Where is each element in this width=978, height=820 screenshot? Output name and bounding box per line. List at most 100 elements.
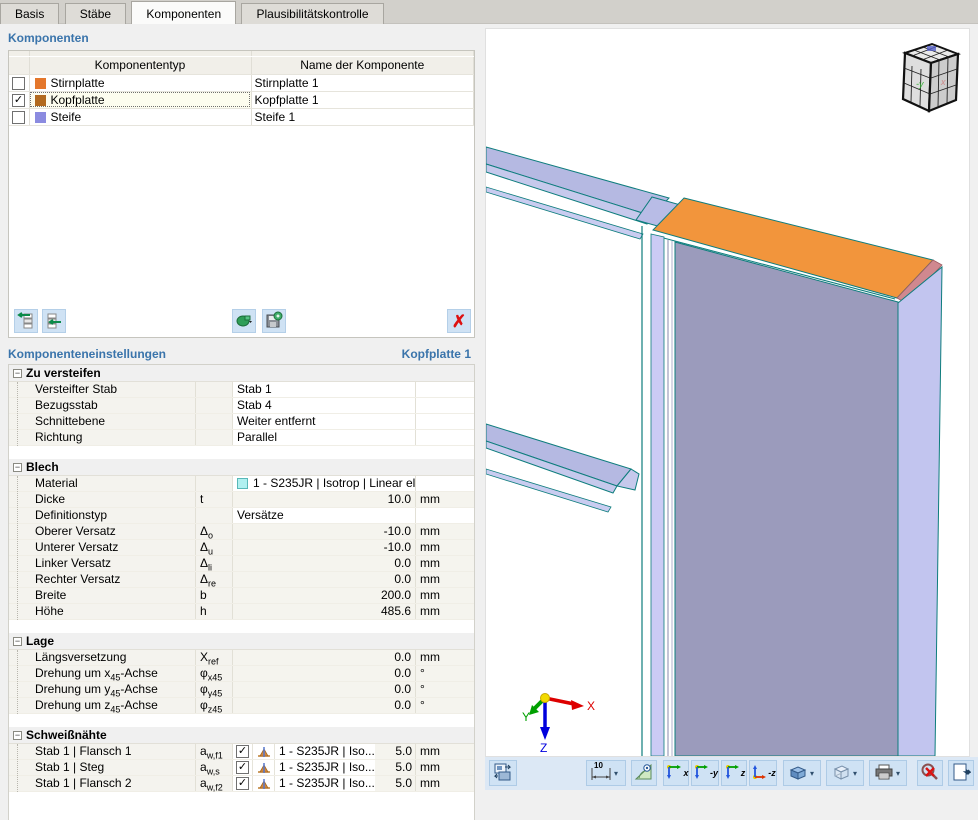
table-row-kopfplatte[interactable]: ✓ Kopfplatte Kopfplatte 1 <box>9 91 474 109</box>
tab-staebe[interactable]: Stäbe <box>64 3 127 24</box>
property-row-versteifter-stab[interactable]: Versteifter Stab Stab 1 <box>9 382 474 398</box>
axis-x-label: X <box>587 699 595 713</box>
section-header-lage[interactable]: − Lage <box>9 633 474 650</box>
cube-face-x-label: x <box>940 77 946 87</box>
section-body: Längsversetzung Xref 0.0 mm Drehung um x… <box>9 650 474 714</box>
save-template-button[interactable] <box>262 309 286 333</box>
print-icon <box>874 763 894 784</box>
color-swatch-kopfplatte <box>34 94 46 106</box>
delete-component-button[interactable]: ✗ <box>447 309 471 333</box>
collapse-icon[interactable]: − <box>13 367 22 378</box>
components-panel: Komponenten Komponententyp Name der Komp… <box>4 28 476 820</box>
weld-icon <box>253 744 275 759</box>
property-row-breite[interactable]: Breite b 200.0 mm <box>9 588 474 604</box>
property-row-oberer-versatz[interactable]: Oberer Versatz Δo -10.0 mm <box>9 524 474 540</box>
view-minus-z-icon <box>750 763 768 784</box>
property-row-schnittebene[interactable]: Schnittebene Weiter entfernt <box>9 414 474 430</box>
add-component-button[interactable] <box>14 309 38 333</box>
property-row-weld-steg[interactable]: Stab 1 | Steg aw,s ✓ 1 - S235JR | Iso...… <box>9 760 474 776</box>
view-minus-y-icon <box>692 763 710 784</box>
view-minus-z-button[interactable]: -z <box>749 760 777 786</box>
weld-thickness[interactable]: 5.0 <box>375 776 415 791</box>
panel-toggle-button[interactable] <box>948 760 974 786</box>
apply-template-button[interactable] <box>232 309 256 333</box>
component-name-label: Kopfplatte 1 <box>251 91 474 109</box>
weld-material[interactable]: 1 - S235JR | Iso... <box>279 744 375 758</box>
weld-material[interactable]: 1 - S235JR | Iso... <box>279 760 375 774</box>
property-row-laengsversetzung[interactable]: Längsversetzung Xref 0.0 mm <box>9 650 474 666</box>
property-row-weld-flansch1[interactable]: Stab 1 | Flansch 1 aw,f1 ✓ 1 - S235JR | … <box>9 744 474 760</box>
component-name-label: Stirnplatte 1 <box>251 74 474 92</box>
tab-bar: Basis Stäbe Komponenten Plausibilitätsko… <box>0 0 978 24</box>
checkbox-stirnplatte[interactable] <box>12 76 25 90</box>
apply-template-icon <box>235 311 253 332</box>
work-plane-button[interactable] <box>631 760 657 786</box>
view-z-icon <box>723 763 741 784</box>
3d-viewport[interactable]: -y x X Y Z <box>485 28 970 757</box>
chevron-down-icon[interactable]: ▾ <box>614 768 619 778</box>
delete-icon: ✗ <box>451 311 467 331</box>
weld-thickness[interactable]: 5.0 <box>375 760 415 775</box>
tab-basis[interactable]: Basis <box>0 3 60 24</box>
solid-display-button[interactable]: ▾ <box>783 760 821 786</box>
weld-checkbox[interactable]: ✓ <box>236 745 249 758</box>
save-template-icon <box>265 311 283 332</box>
property-row-hoehe[interactable]: Höhe h 485.6 mm <box>9 604 474 620</box>
material-color-swatch <box>237 478 248 490</box>
panel-toggle-icon <box>951 762 972 785</box>
weld-icon <box>253 776 275 791</box>
section-header-zu-versteifen[interactable]: − Zu versteifen <box>9 365 474 382</box>
checkbox-kopfplatte[interactable]: ✓ <box>12 93 25 107</box>
property-row-bezugsstab[interactable]: Bezugsstab Stab 4 <box>9 398 474 414</box>
section-header-blech[interactable]: − Blech <box>9 459 474 476</box>
print-button[interactable]: ▾ <box>869 760 907 786</box>
view-minus-y-button[interactable]: -y <box>691 760 719 786</box>
weld-thickness[interactable]: 5.0 <box>375 744 415 759</box>
tab-plausibilitaetskontrolle[interactable]: Plausibilitätskontrolle <box>241 3 384 24</box>
section-title: Schweißnähte <box>26 728 107 742</box>
property-row-rechter-versatz[interactable]: Rechter Versatz Δre 0.0 mm <box>9 572 474 588</box>
chevron-down-icon[interactable]: ▾ <box>852 768 857 778</box>
section-title: Blech <box>26 460 59 474</box>
render-mode-button[interactable] <box>489 760 517 786</box>
weld-material[interactable]: 1 - S235JR | Iso... <box>279 776 375 790</box>
collapse-icon[interactable]: − <box>13 461 22 472</box>
view-x-button[interactable]: x <box>663 760 689 786</box>
property-row-material[interactable]: Material 1 - S235JR | Isotrop | Linear e… <box>9 476 474 492</box>
viewport-toolbar: 10 ▾ x -y z -z ▾ ▾ <box>485 757 978 790</box>
weld-checkbox[interactable]: ✓ <box>236 777 249 790</box>
property-row-drehung-x45[interactable]: Drehung um x45-Achse φx45 0.0 ° <box>9 666 474 682</box>
settings-property-grid: − Zu versteifen Versteifter Stab Stab 1 … <box>8 364 475 820</box>
add-component-icon <box>17 311 35 332</box>
property-row-linker-versatz[interactable]: Linker Versatz Δli 0.0 mm <box>9 556 474 572</box>
view-z-button[interactable]: z <box>721 760 747 786</box>
section-header-schweissnaehte[interactable]: − Schweißnähte <box>9 727 474 744</box>
weld-checkbox[interactable]: ✓ <box>236 761 249 774</box>
property-row-richtung[interactable]: Richtung Parallel <box>9 430 474 446</box>
property-row-dicke[interactable]: Dicke t 10.0 mm <box>9 492 474 508</box>
wireframe-box-button[interactable]: ▾ <box>826 760 864 786</box>
solid-display-icon <box>788 763 808 784</box>
remove-component-button[interactable] <box>42 309 66 333</box>
property-row-weld-flansch2[interactable]: Stab 1 | Flansch 2 aw,f2 ✓ 1 - S235JR | … <box>9 776 474 792</box>
collapse-icon[interactable]: − <box>13 729 22 740</box>
section-body: Stab 1 | Flansch 1 aw,f1 ✓ 1 - S235JR | … <box>9 744 474 792</box>
chevron-down-icon[interactable]: ▾ <box>809 768 814 778</box>
table-row-stirnplatte[interactable]: Stirnplatte Stirnplatte 1 <box>9 74 474 92</box>
navigation-cube[interactable]: -y x <box>901 42 961 113</box>
collapse-icon[interactable]: − <box>13 635 22 646</box>
chevron-down-icon[interactable]: ▾ <box>895 768 900 778</box>
tab-komponenten[interactable]: Komponenten <box>131 1 237 24</box>
property-row-drehung-y45[interactable]: Drehung um y45-Achse φy45 0.0 ° <box>9 682 474 698</box>
section-body: Versteifter Stab Stab 1 Bezugsstab Stab … <box>9 382 474 446</box>
checkbox-steife[interactable] <box>12 110 25 124</box>
table-row-steife[interactable]: Steife Steife 1 <box>9 108 474 126</box>
section-body: Material 1 - S235JR | Isotrop | Linear e… <box>9 476 474 620</box>
dimension-lines-button[interactable]: 10 ▾ <box>586 760 626 786</box>
settings-title: Komponenteneinstellungen <box>8 347 167 361</box>
zoom-cancel-button[interactable] <box>917 760 943 786</box>
property-row-definitionstyp[interactable]: Definitionstyp Versätze <box>9 508 474 524</box>
property-row-unterer-versatz[interactable]: Unterer Versatz Δu -10.0 mm <box>9 540 474 556</box>
property-row-drehung-z45[interactable]: Drehung um z45-Achse φz45 0.0 ° <box>9 698 474 714</box>
remove-component-icon <box>45 311 63 332</box>
